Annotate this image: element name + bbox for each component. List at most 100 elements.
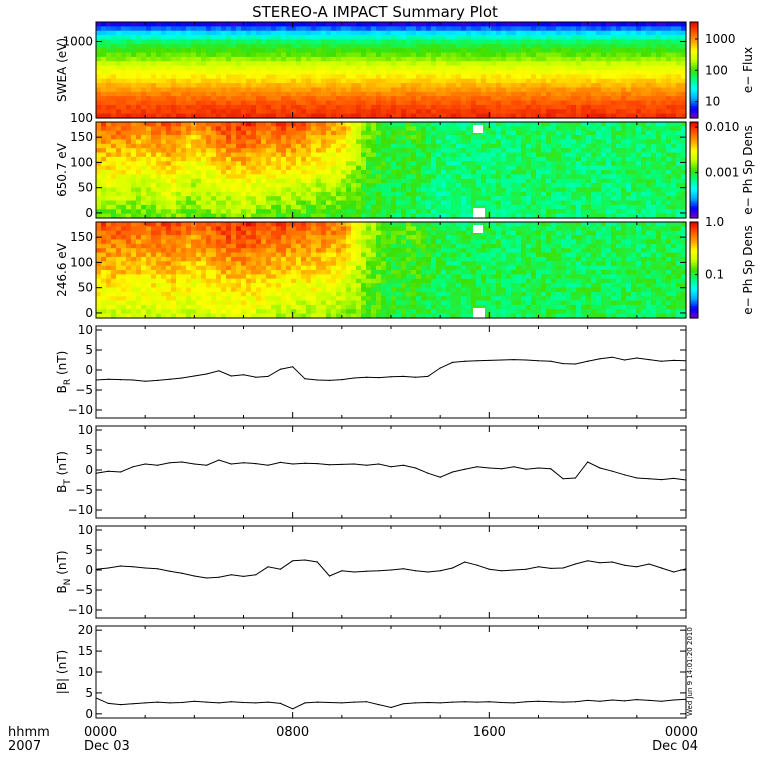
- heatmap-cell: [296, 148, 302, 154]
- heatmap-cell: [111, 209, 117, 215]
- heatmap-cell: [176, 165, 182, 171]
- heatmap-cell: [661, 43, 667, 49]
- heatmap-cell: [196, 78, 202, 84]
- heatmap-cell: [416, 130, 422, 136]
- heatmap-cell: [481, 161, 487, 167]
- heatmap-cell: [386, 174, 392, 180]
- heatmap-cell: [251, 109, 257, 115]
- heatmap-cell: [286, 61, 292, 67]
- heatmap-cell: [571, 130, 577, 136]
- heatmap-cell: [191, 43, 197, 49]
- heatmap-cell: [376, 87, 382, 93]
- heatmap-cell: [161, 143, 167, 149]
- heatmap-cell: [291, 83, 297, 89]
- heatmap-cell: [361, 104, 367, 110]
- colorbar-cell: [690, 29, 698, 33]
- heatmap-cell: [221, 196, 227, 202]
- heatmap-cell: [586, 187, 592, 193]
- heatmap-cell: [571, 104, 577, 110]
- heatmap-cell: [271, 200, 277, 206]
- heatmap-cell: [141, 148, 147, 154]
- heatmap-cell: [486, 56, 492, 62]
- heatmap-cell: [506, 70, 512, 75]
- heatmap-cell: [411, 191, 417, 197]
- heatmap-cell: [341, 130, 347, 136]
- heatmap-cell: [451, 22, 457, 27]
- heatmap-cell: [331, 30, 337, 36]
- heatmap-cell: [186, 161, 192, 167]
- heatmap-cell: [611, 104, 617, 110]
- heatmap-cell: [406, 104, 412, 110]
- heatmap-cell: [641, 87, 647, 93]
- heatmap-cell: [241, 70, 247, 75]
- heatmap-cell: [531, 30, 537, 36]
- heatmap-cell: [396, 74, 402, 80]
- heatmap-cell: [211, 135, 217, 141]
- heatmap-cell: [371, 74, 377, 80]
- heatmap-cell: [351, 35, 357, 41]
- heatmap-cell: [181, 174, 187, 180]
- heatmap-cell: [521, 139, 527, 145]
- heatmap-cell: [676, 65, 682, 71]
- heatmap-cell: [276, 170, 282, 175]
- heatmap-cell: [501, 122, 507, 127]
- heatmap-cell: [456, 87, 462, 93]
- heatmap-cell: [366, 130, 372, 136]
- heatmap-cell: [541, 26, 547, 32]
- heatmap-cell: [141, 130, 147, 136]
- heatmap-cell: [531, 91, 537, 97]
- heatmap-cell: [311, 135, 317, 141]
- heatmap-cell: [426, 135, 432, 141]
- heatmap-cell: [251, 191, 257, 197]
- heatmap-cell: [436, 165, 442, 171]
- heatmap-cell: [431, 78, 437, 84]
- heatmap-cell: [261, 183, 267, 189]
- heatmap-cell: [201, 170, 207, 175]
- heatmap-cell: [666, 48, 672, 54]
- heatmap-cell: [521, 191, 527, 197]
- heatmap-cell: [201, 30, 207, 36]
- heatmap-cell: [356, 135, 362, 141]
- heatmap-cell: [471, 135, 477, 141]
- heatmap-cell: [206, 178, 212, 184]
- heatmap-cell: [301, 70, 307, 75]
- heatmap-cell: [246, 161, 252, 167]
- heatmap-cell: [446, 74, 452, 80]
- heatmap-cell: [316, 161, 322, 167]
- heatmap-cell: [346, 109, 352, 115]
- heatmap-cell: [151, 130, 157, 136]
- heatmap-cell: [246, 113, 252, 119]
- heatmap-cell: [446, 22, 452, 27]
- heatmap-cell: [146, 209, 152, 215]
- heatmap-cell: [561, 174, 567, 180]
- heatmap-cell: [446, 152, 452, 158]
- heatmap-cell: [196, 174, 202, 180]
- heatmap-cell: [251, 209, 257, 215]
- heatmap-cell: [601, 178, 607, 184]
- heatmap-cell: [581, 56, 587, 62]
- heatmap-cell: [196, 161, 202, 167]
- heatmap-cell: [661, 78, 667, 84]
- heatmap-cell: [126, 104, 132, 110]
- heatmap-cell: [621, 48, 627, 54]
- heatmap-cell: [326, 156, 332, 162]
- heatmap-cell: [211, 209, 217, 215]
- heatmap-cell: [106, 122, 112, 127]
- heatmap-cell: [591, 30, 597, 36]
- heatmap-cell: [301, 161, 307, 167]
- heatmap-cell: [581, 22, 587, 27]
- heatmap-cell: [421, 156, 427, 162]
- heatmap-cell: [516, 130, 522, 136]
- heatmap-cell: [316, 83, 322, 89]
- heatmap-cell: [321, 187, 327, 193]
- heatmap-cell: [466, 156, 472, 162]
- heatmap-cell: [626, 56, 632, 62]
- heatmap-cell: [391, 156, 397, 162]
- heatmap-cell: [276, 148, 282, 154]
- heatmap-cell: [316, 91, 322, 97]
- heatmap-cell: [521, 35, 527, 41]
- heatmap-cell: [481, 91, 487, 97]
- heatmap-cell: [141, 122, 147, 127]
- heatmap-cell: [301, 200, 307, 206]
- heatmap-cell: [376, 130, 382, 136]
